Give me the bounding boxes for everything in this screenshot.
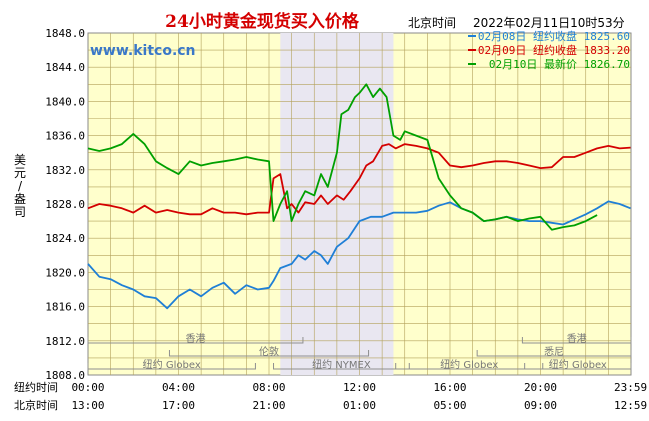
x-tick-label-newyork: 08:00 (252, 381, 285, 394)
y-tick-label: 1812.0 (45, 335, 85, 348)
y-tick-labels: 1848.0 1844.0 1840.0 1836.0 1832.0 1828.0 1824… (45, 27, 85, 382)
series-lines (87, 83, 631, 310)
market-bracket (524, 363, 632, 370)
series-line-1 (87, 200, 631, 310)
y-axis-label-char: 美 (14, 153, 26, 167)
y-axis-label-char: 元 (14, 166, 26, 180)
x-tick-label-newyork: 00:00 (71, 381, 104, 394)
series-line-2 (87, 143, 631, 216)
timestamp: 2022年02月11日10时53分 (473, 16, 625, 30)
market-label: 伦敦 (259, 345, 279, 358)
market-label: 悉尼 (544, 346, 564, 358)
x-tick-label-beijing: 01:00 (343, 399, 376, 412)
series-line-3 (87, 83, 598, 231)
market-bracket (87, 337, 304, 344)
market-label: 纽约 Globex (549, 358, 607, 371)
x-tick-label-newyork: 12:00 (343, 381, 376, 394)
market-label: 香港 (185, 333, 205, 345)
x-tick-label-newyork: 20:00 (524, 381, 557, 394)
y-axis-label: 美元/盎司 (14, 153, 26, 219)
beijing-time-label: 北京时间 (408, 16, 456, 30)
x-tick-label-beijing: 09:00 (524, 399, 557, 412)
x-row-label-newyork: 纽约时间 (14, 380, 58, 394)
x-tick-label-newyork: 16:00 (433, 381, 466, 394)
market-bracket (476, 350, 632, 357)
y-tick-label: 1832.0 (45, 164, 85, 177)
x-tick-label-beijing: 21:00 (252, 399, 285, 412)
x-tick-label-newyork: 23:59 (614, 381, 647, 394)
y-axis-label-char: 盎 (14, 192, 26, 206)
y-tick-label: 1828.0 (45, 198, 85, 211)
market-label: 纽约 Globex (440, 358, 498, 371)
market-label: 纽约 NYMEX (312, 358, 371, 371)
y-tick-label: 1824.0 (45, 232, 85, 245)
y-tick-label: 1816.0 (45, 301, 85, 314)
legend-entry: 02月10日 最新价 1826.70 (489, 57, 630, 71)
y-tick-label: 1820.0 (45, 266, 85, 279)
legend-entry: 02月08日 纽约收盘 1825.60 (478, 29, 630, 43)
x-tick-label-beijing: 12:59 (614, 399, 647, 412)
market-bracket (273, 363, 410, 370)
y-tick-label: 1836.0 (45, 130, 85, 143)
market-bracket (168, 350, 370, 357)
x-tick-label-newyork: 04:00 (162, 381, 195, 394)
x-tick-labels: 00:00 13:00 04:00 17:00 08:00 21:00 12:00 01:00… (71, 381, 647, 412)
legend-entry: 02月09日 纽约收盘 1833.20 (478, 43, 630, 57)
market-bracket (521, 337, 632, 344)
x-tick-label-beijing: 13:00 (71, 399, 104, 412)
y-tick-label: 1808.0 (45, 369, 85, 382)
grid-lines (88, 33, 631, 375)
chart-title: 24小时黄金现货买入价格 (165, 11, 360, 32)
market-bracket (87, 363, 256, 370)
x-tick-label-beijing: 05:00 (433, 399, 466, 412)
x-row-label-beijing: 北京时间 (14, 398, 58, 412)
y-axis-label-char: 司 (14, 205, 26, 219)
x-tick-label-beijing: 17:00 (162, 399, 195, 412)
market-label: 香港 (567, 333, 587, 345)
market-label: 纽约 Globex (143, 358, 201, 371)
y-tick-label: 1844.0 (45, 61, 85, 74)
y-tick-label: 1840.0 (45, 95, 85, 108)
market-bracket (395, 363, 544, 370)
site-watermark: www.kitco.cn (90, 43, 196, 59)
y-tick-label: 1848.0 (45, 27, 85, 40)
y-axis-label-char: / (18, 179, 23, 193)
